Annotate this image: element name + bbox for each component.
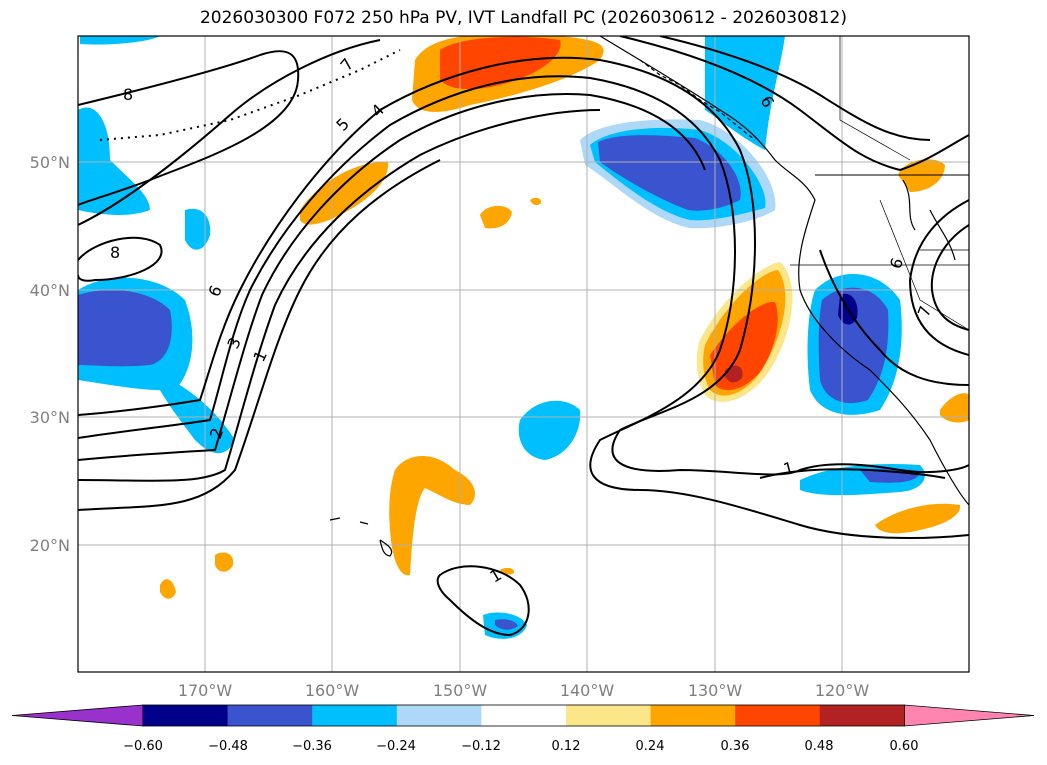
colorbar-swatch: [819, 705, 905, 726]
colorbar-swatch: [735, 705, 821, 726]
lat-label: 20°N: [30, 536, 70, 555]
anomaly-pos-north-strong: [440, 36, 561, 90]
anomaly-neg-south-small-strong: [495, 619, 518, 630]
contour-label: 8: [123, 85, 133, 104]
colorbar-swatch: [396, 705, 482, 726]
anomaly-neg-top-left: [80, 36, 160, 45]
anomaly-neg-panhandle: [705, 36, 785, 150]
colorbar: −0.60 −0.48 −0.36 −0.24 −0.12 0.12 0.24 …: [11, 704, 1035, 754]
colorbar-swatch: [227, 705, 313, 726]
colorbar-tick-label: −0.36: [292, 739, 332, 754]
colorbar-swatch: [650, 705, 736, 726]
colorbar-tick-label: −0.48: [208, 739, 248, 754]
map-area: 8 8 7 5 4 6 3 1 2 6 6 7 1 1: [78, 36, 969, 672]
lat-labels: 50°N 40°N 30°N 20°N: [30, 153, 70, 555]
anomaly-neg-california-strong: [818, 287, 889, 404]
anomaly-pos-tiny: [530, 197, 542, 206]
colorbar-swatch: [566, 705, 652, 726]
colorbar-extend-min: [11, 704, 144, 727]
pv-contours: [78, 36, 969, 637]
colorbar-swatches: [11, 704, 1035, 727]
contour-label: 1: [781, 458, 796, 479]
anomaly-pos-small-center: [480, 205, 512, 229]
anomaly-pos-northeast: [898, 159, 945, 192]
coastlines: [99, 36, 969, 557]
colorbar-tick-label: 0.24: [636, 739, 665, 754]
map-title: 2026030300 F072 250 hPa PV, IVT Landfall…: [199, 8, 847, 28]
colorbar-tick-label: 0.36: [721, 739, 750, 754]
contour-label: 8: [110, 243, 120, 262]
colorbar-swatch: [143, 705, 229, 726]
anomaly-neg-west-tail: [150, 370, 235, 454]
colorbar-frame: [142, 704, 905, 727]
map-frame: [77, 35, 970, 673]
lon-label: 160°W: [305, 681, 360, 700]
colorbar-swatch: [312, 705, 398, 726]
lon-label: 140°W: [560, 681, 615, 700]
colorbar-tick-label: 0.60: [890, 739, 919, 754]
gridlines: [78, 36, 969, 672]
colorbar-tick-label: −0.12: [461, 739, 501, 754]
colorbar-swatch: [481, 705, 567, 726]
lon-label: 170°W: [178, 681, 233, 700]
lat-label: 50°N: [30, 153, 70, 172]
anomaly-neg-small-west: [185, 208, 211, 250]
colorbar-tick-label: 0.12: [552, 739, 581, 754]
lat-label: 40°N: [30, 281, 70, 300]
anomaly-neg-central: [518, 400, 581, 460]
lon-label: 130°W: [688, 681, 743, 700]
colorbar-tick-label: −0.60: [123, 739, 163, 754]
anomaly-pos-coast-strong: [710, 301, 778, 391]
shaded-anomalies: [78, 36, 969, 639]
lat-label: 30°N: [30, 408, 70, 427]
colorbar-tick-label: 0.48: [805, 739, 834, 754]
lon-label: 120°W: [815, 681, 870, 700]
anomaly-pos-southeast: [875, 503, 961, 534]
colorbar-tick-label: −0.24: [376, 739, 416, 754]
lon-labels: 170°W 160°W 150°W 140°W 130°W 120°W: [178, 681, 870, 700]
anomaly-neg-gulf-strong: [598, 135, 741, 211]
anomaly-pos-small-west-2: [160, 579, 176, 599]
anomaly-pos-small-west-1: [215, 552, 234, 572]
anomaly-neg-west-strong: [78, 290, 172, 367]
colorbar-ticks: −0.60 −0.48 −0.36 −0.24 −0.12 0.12 0.24 …: [123, 739, 918, 754]
anomaly-pos-west-mid: [300, 161, 389, 225]
anomaly-pos-east-edge: [940, 393, 969, 423]
colorbar-extend-max: [904, 704, 1035, 727]
anomaly-neg-northwest: [78, 107, 150, 215]
lon-label: 150°W: [433, 681, 488, 700]
